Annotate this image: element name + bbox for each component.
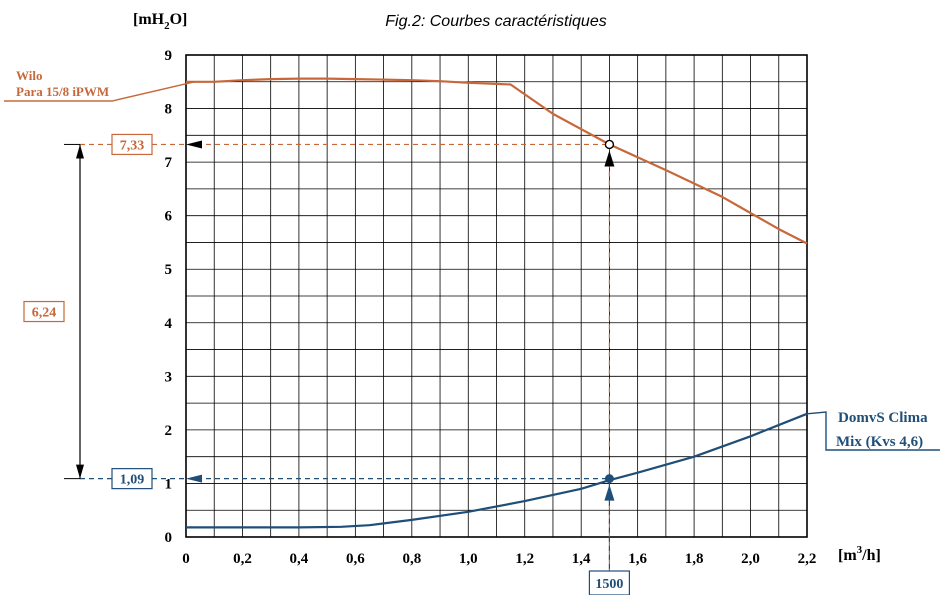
y-axis-label: [mH2O] <box>133 11 187 32</box>
y-tick-label: 2 <box>165 423 173 439</box>
valve-loss-value-box <box>111 468 153 490</box>
difference-arrow-bottom <box>76 464 84 479</box>
pump-curve <box>186 77 808 245</box>
flow-value: 1500 <box>595 577 623 592</box>
x-tick-label: 1,6 <box>628 551 647 567</box>
x-tick-label: 0,2 <box>233 551 252 567</box>
y-tick-label: 0 <box>165 530 173 546</box>
pump-curve-leader <box>4 81 195 102</box>
valve-curve-leader <box>806 411 940 451</box>
pump-curve-name: Wilo <box>16 68 43 83</box>
valve-point-arrow <box>604 484 615 501</box>
x-tick-label: 0,8 <box>402 551 421 567</box>
y-tick-label: 5 <box>165 262 173 278</box>
y-tick-label: 1 <box>165 476 173 492</box>
labels: 0 0,2 0,4 0,6 0,8 1,0 1,2 1,4 1,6 1,8 2,0 2,2 0 1 2 3 4 5… <box>16 11 928 592</box>
curves <box>186 77 808 529</box>
x-tick-label: 1,8 <box>685 551 704 567</box>
valve-operating-point <box>604 474 614 484</box>
y-tick-label: 6 <box>165 209 173 225</box>
chart-title: Fig.2: Courbes caractéristiques <box>385 13 606 30</box>
pump-point-arrow <box>604 150 615 167</box>
pump-head-arrow <box>186 140 202 149</box>
x-tick-label: 0 <box>182 551 190 567</box>
plot-frame <box>185 54 808 538</box>
y-tick-label: 3 <box>165 369 173 385</box>
x-tick-label: 0,4 <box>290 551 309 567</box>
x-tick-label: 2,0 <box>741 551 760 567</box>
x-tick-label: 1,2 <box>515 551 534 567</box>
valve-curve-name: Mix (Kvs 4,6) <box>836 434 923 450</box>
y-tick-label: 9 <box>165 48 173 64</box>
flow-value-box <box>588 570 631 595</box>
x-tick-label: 2,2 <box>798 551 817 567</box>
valve-loss-arrow <box>186 474 202 483</box>
axes <box>185 54 808 538</box>
annotations <box>4 81 940 595</box>
valve-curve-name: DomvS Clima <box>838 410 928 426</box>
y-tick-label: 4 <box>165 316 173 332</box>
x-tick-label: 1,0 <box>459 551 478 567</box>
pump-head-value: 7,33 <box>120 138 145 153</box>
head-difference-value-box <box>23 300 65 323</box>
y-tick-label: 8 <box>165 102 173 118</box>
x-tick-label: 1,4 <box>572 551 591 567</box>
pump-curve-name: Para 15/8 iPWM <box>16 84 109 99</box>
valve-loss-value: 1,09 <box>120 473 145 488</box>
y-tick-label: 7 <box>165 155 173 171</box>
valve-curve <box>186 412 808 529</box>
pump-operating-point <box>604 139 615 150</box>
x-tick-label: 0,6 <box>346 551 365 567</box>
head-difference-value: 6,24 <box>32 306 57 321</box>
grid <box>185 54 808 538</box>
x-axis-label: [m3/h] <box>838 544 881 564</box>
pump-head-value-box <box>111 133 153 156</box>
difference-arrow-top <box>76 144 84 159</box>
